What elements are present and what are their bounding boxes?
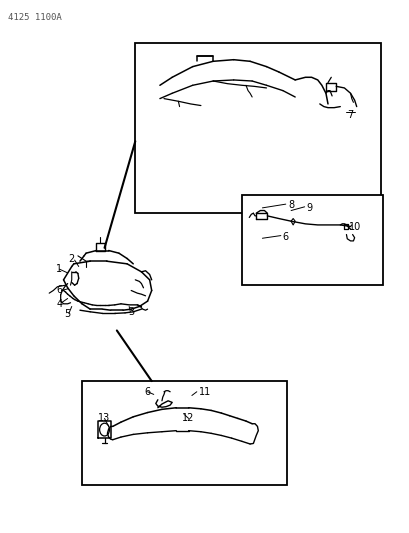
Text: 12: 12 bbox=[182, 414, 194, 423]
Text: 4: 4 bbox=[56, 299, 62, 309]
Text: 6: 6 bbox=[144, 387, 150, 397]
Text: 13: 13 bbox=[98, 414, 110, 423]
Text: 10: 10 bbox=[348, 222, 360, 231]
Text: 1: 1 bbox=[56, 264, 62, 274]
Text: 9: 9 bbox=[306, 203, 312, 213]
Text: 7: 7 bbox=[346, 110, 353, 119]
Text: 2: 2 bbox=[68, 254, 75, 263]
Text: 5: 5 bbox=[63, 310, 70, 319]
Bar bbox=[135, 43, 380, 213]
Text: 8: 8 bbox=[288, 200, 293, 210]
Text: 6: 6 bbox=[281, 232, 287, 242]
Bar bbox=[82, 381, 286, 485]
Text: 4125 1100A: 4125 1100A bbox=[8, 13, 62, 22]
Text: 6: 6 bbox=[56, 286, 62, 295]
Text: 11: 11 bbox=[198, 387, 211, 397]
Bar bbox=[241, 195, 382, 285]
Text: 3: 3 bbox=[128, 307, 134, 317]
